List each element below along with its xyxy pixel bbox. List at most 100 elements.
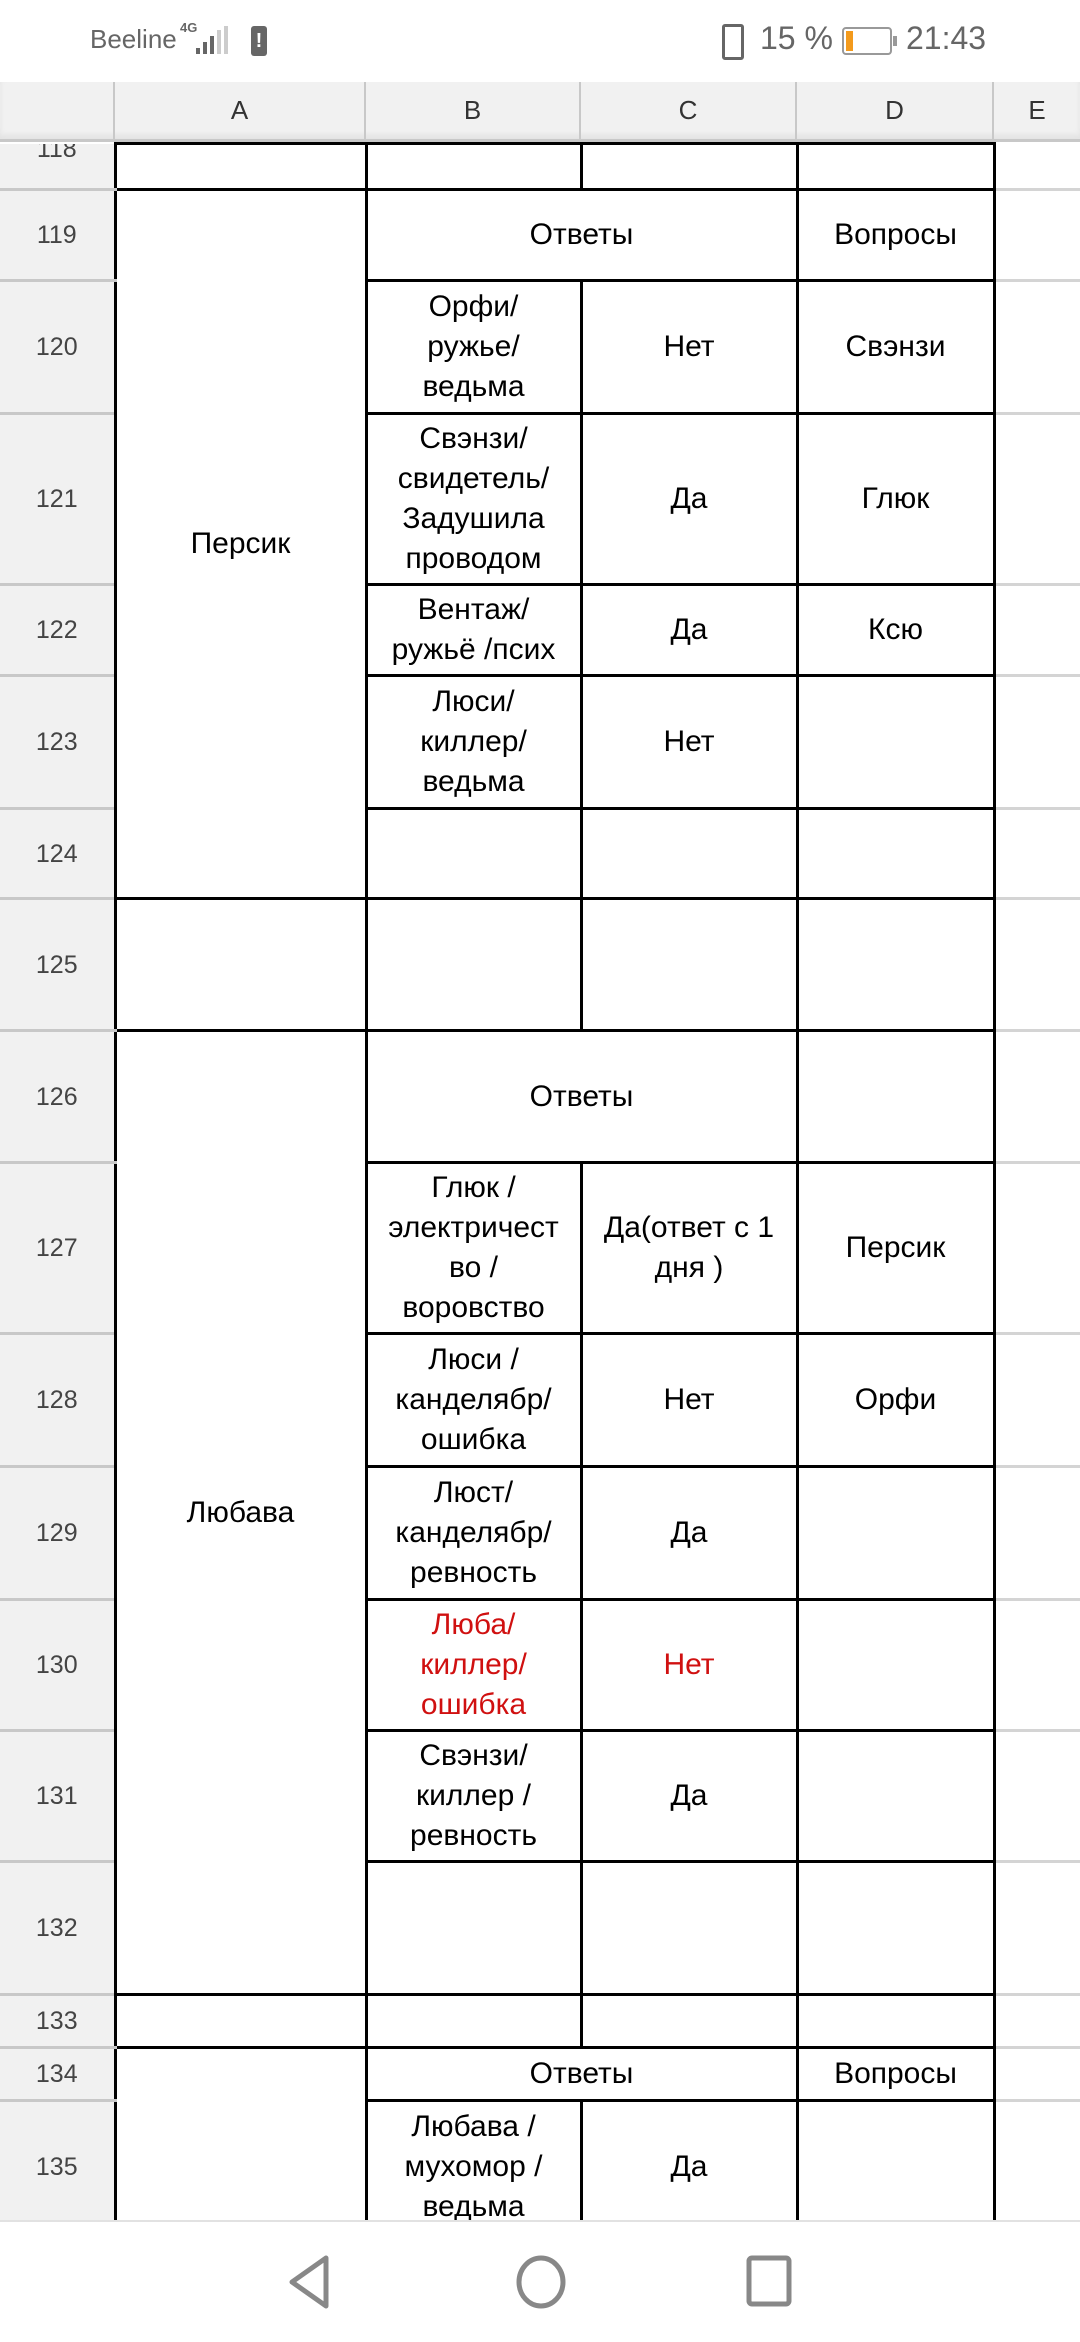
cell[interactable] (992, 413, 1080, 586)
cell[interactable] (992, 808, 1080, 900)
cell[interactable] (992, 2047, 1080, 2102)
cell[interactable]: Нет (579, 1332, 799, 1468)
cell-b119-answers-header[interactable]: Ответы (364, 188, 799, 282)
cell[interactable] (579, 1993, 799, 2049)
cell[interactable] (992, 898, 1080, 1032)
row-header[interactable]: 123 (0, 675, 116, 810)
cell[interactable] (579, 897, 799, 1032)
cell[interactable] (579, 807, 799, 900)
cell[interactable] (795, 674, 996, 810)
row-header[interactable]: 120 (0, 280, 116, 415)
cell[interactable] (364, 142, 583, 191)
cell[interactable]: Свэнзи/ киллер / ревность (364, 1729, 583, 1863)
cell[interactable] (113, 1993, 368, 2049)
cell[interactable] (992, 675, 1080, 810)
cell[interactable] (992, 1162, 1080, 1335)
column-header-d[interactable]: D (797, 82, 994, 139)
cell[interactable] (795, 142, 996, 191)
cell[interactable] (795, 897, 996, 1032)
recents-icon[interactable] (744, 2252, 794, 2312)
cell[interactable] (364, 897, 583, 1032)
cell[interactable] (113, 142, 368, 191)
cell-highlighted[interactable]: Нет (579, 1598, 799, 1732)
cell[interactable] (992, 1994, 1080, 2049)
row-header[interactable]: 130 (0, 1599, 116, 1732)
cell[interactable] (992, 1030, 1080, 1164)
cell[interactable] (992, 1730, 1080, 1863)
column-header-b[interactable]: B (366, 82, 581, 139)
row-header[interactable]: 121 (0, 413, 116, 586)
cell[interactable]: Глюк / электричест во / воровство (364, 1161, 583, 1335)
cell[interactable]: Орфи/ ружье/ ведьма (364, 279, 583, 415)
cell[interactable]: Да (579, 583, 799, 677)
cell[interactable]: Нет (579, 674, 799, 810)
cell[interactable] (992, 1466, 1080, 1601)
cell[interactable] (795, 807, 996, 900)
cell[interactable]: Нет (579, 279, 799, 415)
cell-d134-questions-header[interactable]: Вопросы (795, 2046, 996, 2102)
row-header[interactable]: 135 (0, 2100, 116, 2220)
cell[interactable]: Глюк (795, 412, 996, 586)
cell[interactable] (795, 1598, 996, 1732)
cell[interactable] (579, 1860, 799, 1996)
cell[interactable] (992, 1333, 1080, 1468)
column-header-c[interactable]: C (581, 82, 797, 139)
cell-b126-answers-header[interactable]: Ответы (364, 1029, 799, 1164)
cell[interactable] (992, 189, 1080, 282)
column-header-e[interactable]: E (1028, 95, 1046, 125)
spreadsheet-grid[interactable]: 118 119 Персик Ответы Вопросы 120 Орфи/ … (0, 142, 1080, 2220)
cell[interactable] (992, 1861, 1080, 1996)
row-header[interactable]: 134 (0, 2047, 116, 2102)
row-header[interactable]: 133 (0, 1994, 116, 2049)
cell-highlighted[interactable]: Люба/ киллер/ ошибка (364, 1598, 583, 1732)
cell[interactable]: Люст/ канделябр/ ревность (364, 1465, 583, 1601)
row-header[interactable]: 125 (0, 898, 116, 1032)
cell[interactable]: Ксю (795, 583, 996, 677)
cell-b134-answers-header[interactable]: Ответы (364, 2046, 799, 2102)
cell[interactable] (795, 1029, 996, 1164)
cell[interactable] (364, 1993, 583, 2049)
cell[interactable] (992, 143, 1080, 191)
row-header[interactable]: 118 (0, 143, 116, 191)
cell-a119-player[interactable]: Персик (113, 188, 368, 900)
select-all-corner[interactable] (0, 82, 115, 139)
cell[interactable] (364, 1860, 583, 1996)
row-header[interactable]: 119 (0, 189, 116, 282)
cell[interactable] (992, 1599, 1080, 1732)
cell[interactable] (795, 2099, 996, 2220)
row-header[interactable]: 126 (0, 1030, 116, 1164)
row-header[interactable]: 122 (0, 584, 116, 677)
cell-a126-player[interactable]: Любава (113, 1029, 368, 1996)
home-icon[interactable] (514, 2252, 568, 2312)
row-header[interactable]: 127 (0, 1162, 116, 1335)
row-header[interactable]: 128 (0, 1333, 116, 1468)
cell[interactable] (795, 1729, 996, 1863)
cell[interactable]: Персик (795, 1161, 996, 1335)
cell[interactable]: Вентаж/ ружьё /псих (364, 583, 583, 677)
cell[interactable]: Да (579, 1465, 799, 1601)
row-header[interactable]: 129 (0, 1466, 116, 1601)
cell[interactable] (795, 1993, 996, 2049)
cell[interactable]: Люси / канделябр/ ошибка (364, 1332, 583, 1468)
cell[interactable] (795, 1860, 996, 1996)
back-icon[interactable] (284, 2252, 334, 2312)
row-header[interactable]: 124 (0, 808, 116, 900)
cell[interactable] (579, 142, 799, 191)
cell[interactable] (992, 2100, 1080, 2220)
cell[interactable]: Свэнзи (795, 279, 996, 415)
row-header[interactable]: 131 (0, 1730, 116, 1863)
cell[interactable] (113, 2046, 368, 2220)
cell[interactable] (795, 1465, 996, 1601)
cell[interactable]: Да (579, 1729, 799, 1863)
cell[interactable] (992, 584, 1080, 677)
cell[interactable]: Свэнзи/ свидетель/ Задушила проводом (364, 412, 583, 586)
cell[interactable] (113, 897, 368, 1032)
cell[interactable]: Да (579, 412, 799, 586)
row-header[interactable]: 132 (0, 1861, 116, 1996)
cell[interactable] (992, 280, 1080, 415)
cell[interactable]: Орфи (795, 1332, 996, 1468)
cell-d119-questions-header[interactable]: Вопросы (795, 188, 996, 282)
cell[interactable]: Да (579, 2099, 799, 2220)
cell[interactable]: Любава / мухомор / ведьма (364, 2099, 583, 2220)
cell[interactable]: Да(ответ с 1 дня ) (579, 1161, 799, 1335)
